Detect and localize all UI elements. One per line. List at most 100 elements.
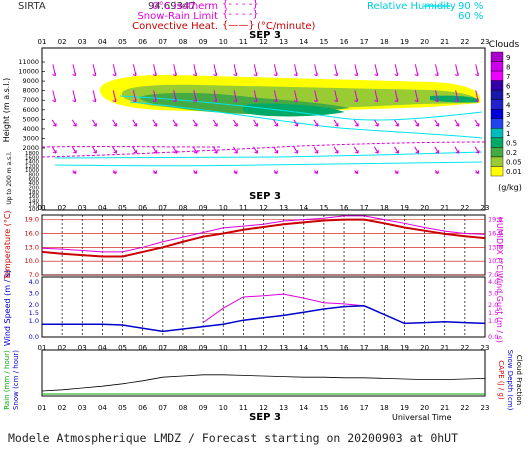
wind-arrow-head [254, 123, 258, 127]
hour-tick-label: 02 [58, 204, 67, 212]
wind-arrows [51, 64, 480, 174]
hour-tick-label: 17 [360, 204, 369, 212]
hour-tick-label: 23 [481, 38, 490, 46]
hour-tick-label: 19 [400, 404, 409, 412]
wind-arrow-head [354, 72, 358, 77]
hour-tick-label: 05 [118, 204, 127, 212]
hour-tick-label: 11 [239, 404, 248, 412]
humidex-tick-label: 16.0 [488, 229, 502, 237]
wind-arrow-head [475, 72, 479, 77]
humidex-tick-label: 19.0 [488, 216, 502, 224]
wind-arrow [192, 146, 198, 154]
wind-arrow [313, 146, 319, 154]
wind-arrow-head [113, 150, 117, 154]
forecast-caption: Modele Atmospherique LMDZ / Forecast sta… [8, 431, 458, 445]
wind-arrow-head [434, 72, 439, 77]
hour-tick-label: 21 [440, 404, 449, 412]
wind-arrow [132, 119, 138, 127]
wind-arrow-head [293, 98, 298, 103]
hour-tick-label: 12 [259, 204, 268, 212]
wind-arrow-head [455, 123, 460, 127]
height-tick-label: 7000 [22, 96, 39, 104]
wind-tick-label: 0.0 [29, 333, 39, 341]
hour-tick-label: 19 [400, 344, 409, 352]
colorbar-cell [490, 109, 504, 119]
hour-tick-label: 23 [481, 204, 490, 212]
wind-arrow-head [152, 98, 157, 103]
hour-tick-label: 10 [219, 38, 228, 46]
wind-arrow [71, 146, 77, 154]
colorbar-cell [490, 137, 504, 148]
temperature-series [41, 218, 486, 258]
wind-arrow-head [234, 150, 238, 154]
wind-arrow-head [294, 123, 299, 127]
wind-arrow-head [193, 98, 197, 103]
temperature-panel: 19.0 19.0 16.0 16.0 13.0 13.0 10.0 10.0 7.0 7.0 T… [3, 210, 504, 280]
height-tick-label: 400 [29, 181, 40, 187]
wind-arrow-head [274, 170, 278, 174]
hour-tick-label: 13 [279, 404, 288, 412]
site-name: SIRTA [18, 1, 46, 12]
colorbar-label: 5 [506, 92, 510, 100]
wind-arrow-head [153, 150, 158, 154]
temperature-tick-label: 16.0 [25, 229, 39, 237]
colorbar-cell [490, 89, 504, 100]
wind-arrow-head [475, 98, 479, 103]
wind-arrow-head [414, 72, 419, 77]
hour-tick-label: 19 [400, 38, 409, 46]
wind-arrow-head [233, 72, 238, 77]
hour-tick-label: 11 [239, 204, 248, 212]
precipitation-frame [41, 349, 486, 397]
wind-arrow-head [234, 123, 238, 127]
wind-arrow-head [253, 72, 258, 77]
wind-tick-label: 4.0 [29, 278, 39, 286]
wind-arrow [474, 146, 480, 154]
wind-arrow-head [395, 150, 399, 154]
rh-contours [54, 95, 483, 167]
hour-axis-bottom: 01 02 03 04 05 06 07 08 09 10 11 12 13 14 15 16 17 18 19 20… [38, 404, 490, 412]
hour-tick-label: 18 [380, 38, 389, 46]
wind-arrow [293, 119, 299, 127]
wind-panel: 4.0 4.03.0 3.02.0 2.01.5 1.51.0 1.00.0 0.0 Win… [3, 270, 504, 346]
wind-arrow-head [415, 123, 419, 127]
wind-arrow-head [153, 170, 157, 174]
height-tick-label: 1600 [25, 155, 39, 161]
wind-arrow [293, 146, 299, 154]
wind-arrow [172, 119, 178, 127]
hour-tick-label: 05 [118, 404, 127, 412]
hour-tick-label: 02 [58, 404, 67, 412]
wind-arrow-head [273, 72, 278, 77]
snowdepth-axis-title: Snow Depth (cm) [506, 350, 514, 411]
wind-arrow-head [93, 123, 97, 127]
hour-tick-label: 12 [259, 404, 268, 412]
wind-arrow-head [213, 150, 218, 154]
wind-arrow [112, 146, 117, 154]
wind-arrow [152, 146, 158, 154]
gust-tick-label: 1.0 [488, 317, 498, 325]
height-tick-label: 1000 [25, 168, 39, 174]
wind-arrow-head [313, 72, 318, 77]
date-label-2: SEP 3 [249, 191, 281, 202]
colorbar-cell [490, 166, 504, 177]
hour-tick-label: 22 [460, 404, 469, 412]
wind-arrow [313, 119, 319, 127]
wind-arrow-head [434, 98, 439, 103]
hour-tick-label: 08 [178, 344, 187, 352]
wind-arrow-head [375, 150, 379, 154]
height-axis-lower: 1800160014001200100080060040020018016014… [25, 151, 39, 213]
hour-tick-label: 18 [380, 404, 389, 412]
hour-tick-label: 08 [178, 204, 187, 212]
isotherm-legend: 0°C isotherm [152, 1, 218, 12]
site-coords: 94.69347 [148, 1, 196, 12]
hour-tick-label: 17 [360, 38, 369, 46]
hour-tick-label: 01 [38, 344, 47, 352]
hour-tick-label: 12 [259, 344, 268, 352]
wind-arrow-head [72, 72, 77, 77]
wind-arrow-head [334, 123, 339, 127]
colorbar-cell [490, 128, 504, 139]
hour-tick-label: 18 [380, 204, 389, 212]
convective-legend-mark: {——} [222, 20, 255, 31]
hour-tick-label: 12 [259, 38, 268, 46]
colorbar-label: 8 [506, 63, 510, 71]
